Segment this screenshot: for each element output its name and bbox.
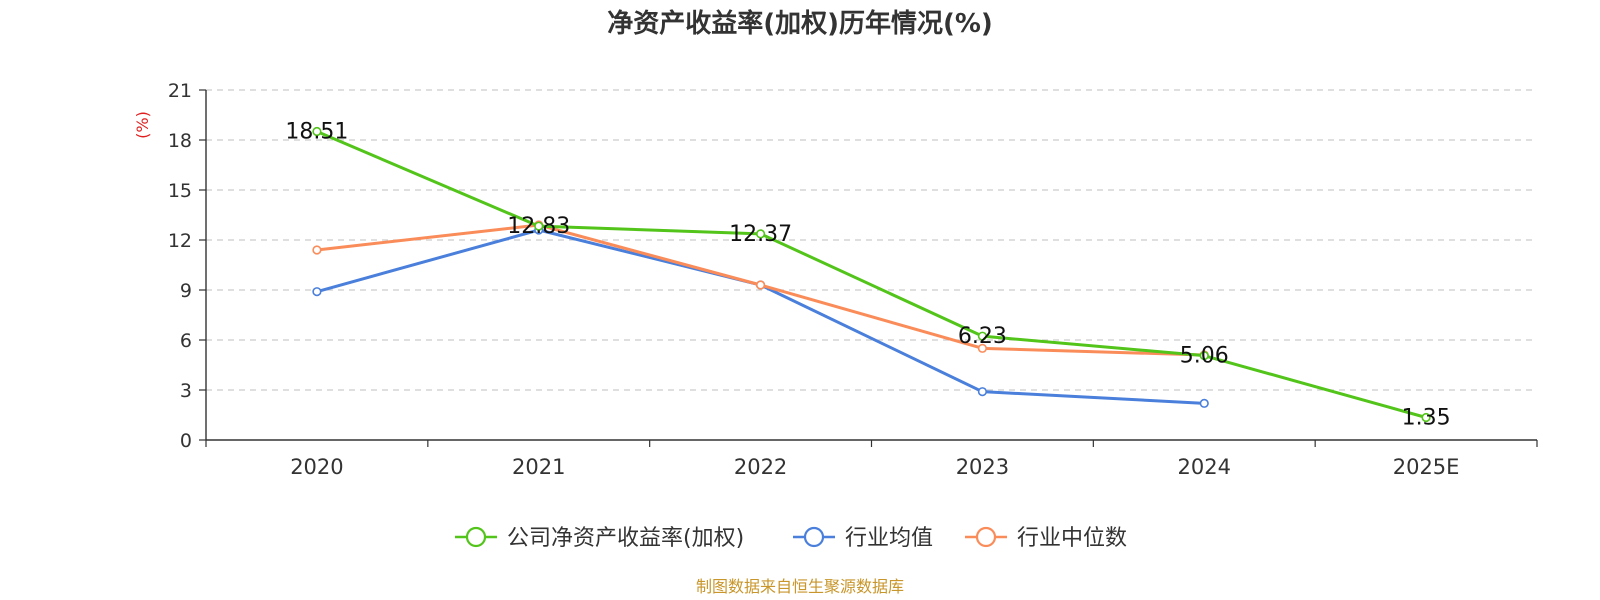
series-2-point-2020 bbox=[312, 245, 322, 255]
axes: 0 3 6 9 12 15 18 21 2020 2021 2022 2023 2024 2025E bbox=[168, 80, 1538, 479]
data-label-2025E: 1.35 bbox=[1402, 406, 1451, 431]
data-label-2020: 18.51 bbox=[285, 120, 348, 145]
legend-item-2: 行业中位数 bbox=[965, 526, 1127, 551]
series-1-point-2023 bbox=[977, 387, 988, 397]
series-1-point-2020 bbox=[312, 287, 322, 297]
series-1 bbox=[312, 225, 1209, 408]
y-tick-label-0: 0 bbox=[180, 430, 192, 452]
legend-marker-0 bbox=[465, 526, 487, 548]
series-0-point-2022 bbox=[755, 229, 766, 239]
data-label-2022: 12.37 bbox=[729, 222, 792, 247]
x-tick-label-2022: 2022 bbox=[734, 455, 787, 479]
chart-title: 净资产收益率(加权)历年情况(%) bbox=[607, 8, 993, 39]
x-tick-label-2021: 2021 bbox=[512, 455, 565, 479]
x-tick-label-2025E: 2025E bbox=[1393, 455, 1460, 479]
y-tick-label-12: 12 bbox=[168, 230, 192, 252]
series-line-1 bbox=[316, 228, 1205, 405]
grid-lines bbox=[206, 89, 1537, 391]
series-2-point-2023 bbox=[977, 343, 988, 353]
series-0 bbox=[312, 126, 1431, 423]
data-label-2023: 6.23 bbox=[958, 324, 1007, 349]
legend-item-1: 行业均值 bbox=[793, 526, 933, 551]
series-0-point-2025E bbox=[1421, 412, 1431, 423]
y-tick-label-21: 21 bbox=[168, 80, 192, 102]
legend: 公司净资产收益率(加权) 行业均值 行业中位数 bbox=[455, 526, 1127, 551]
legend-label-0: 公司净资产收益率(加权) bbox=[507, 526, 744, 551]
series-1-point-2024 bbox=[1199, 398, 1209, 408]
x-tick-label-2023: 2023 bbox=[956, 455, 1009, 479]
series-0-point-2021 bbox=[534, 221, 544, 231]
x-tick-label-2020: 2020 bbox=[290, 455, 343, 479]
y-tick-label-9: 9 bbox=[180, 280, 192, 302]
source-note: 制图数据来自恒生聚源数据库 bbox=[696, 577, 904, 596]
series-lines bbox=[312, 126, 1431, 423]
legend-item-0: 公司净资产收益率(加权) bbox=[455, 526, 744, 551]
legend-label-2: 行业中位数 bbox=[1017, 526, 1127, 551]
x-tick-label-2024: 2024 bbox=[1178, 455, 1231, 479]
legend-marker-1 bbox=[803, 526, 825, 548]
series-2-point-2022 bbox=[755, 280, 766, 290]
series-0-point-2020 bbox=[312, 126, 322, 137]
legend-label-1: 行业均值 bbox=[845, 526, 933, 551]
y-tick-label-6: 6 bbox=[180, 330, 192, 352]
y-tick-label-15: 15 bbox=[168, 180, 192, 202]
series-line-0 bbox=[316, 130, 1427, 419]
series-0-point-2024 bbox=[1199, 351, 1209, 361]
y-tick-label-3: 3 bbox=[180, 380, 192, 402]
y-axis-unit-label: (%) bbox=[133, 111, 152, 139]
data-label-2024: 5.06 bbox=[1180, 344, 1229, 369]
data-labels: 18.51 12.83 12.37 6.23 5.06 1.35 bbox=[285, 120, 1450, 431]
data-label-2021: 12.83 bbox=[507, 214, 570, 239]
legend-marker-2 bbox=[975, 526, 997, 548]
series-0-point-2023 bbox=[977, 331, 988, 341]
y-tick-label-18: 18 bbox=[168, 130, 192, 152]
